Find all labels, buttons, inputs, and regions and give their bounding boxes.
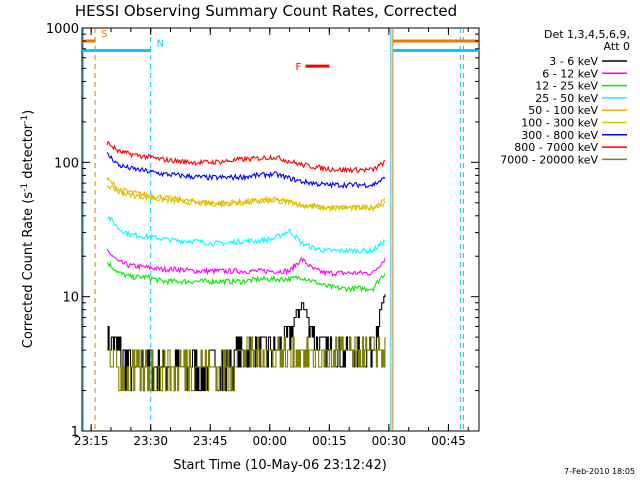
x-tick-label: 00:15 [312,434,347,448]
legend-title: Det 1,3,4,5,6,9, [544,28,630,41]
legend-label: 300 - 800 keV [521,129,598,142]
series-line [106,140,386,174]
y-tick-label: 1000 [46,22,79,37]
series-line [106,248,386,277]
legend-label: 12 - 25 keV [535,80,598,93]
y-axis-label-main: Corrected Count Rate (s [21,192,36,349]
legend-subtitle: Att 0 [604,40,630,53]
series-layer [106,140,386,392]
legend-label: 25 - 50 keV [535,92,598,105]
legend-label: 50 - 100 keV [528,104,598,117]
plot-frame [81,27,480,432]
y-tick-label: 100 [54,156,79,171]
y-axis: 1 10 100 1000 [46,22,479,440]
legend-label: 100 - 300 keV [521,117,598,130]
footer-date: 7-Feb-2010 18:05 [564,467,635,476]
legend-label: 3 - 6 keV [549,55,598,68]
plot-area [81,27,480,432]
series-line [106,152,386,190]
y-axis-label-end: ) [21,110,36,115]
annotations: S N F [82,28,479,431]
x-tick-label: 23:15 [74,434,109,448]
y-tick-label: 10 [62,291,79,306]
x-axis-label: Start Time (10-May-06 23:12:42) [173,458,387,473]
series-line [107,336,386,392]
series-line [106,184,386,212]
y-axis-label-mid: detector [21,123,36,183]
y-axis-label-sup1: -1 [20,183,30,192]
x-tick-label: 23:45 [193,434,228,448]
annotation-label: F [296,62,302,73]
legend-label: 6 - 12 keV [542,67,598,80]
annotation-label: S [101,29,107,40]
x-axis: 23:15 23:30 23:45 00:00 00:15 00:30 00:45 [74,28,469,448]
x-tick-label: 00:45 [431,434,466,448]
y-axis-label-sup2: -1 [20,115,30,124]
series-line [106,216,386,255]
x-tick-label: 00:30 [372,434,407,448]
x-tick-label: 00:00 [252,434,287,448]
annotation-label: N [157,38,164,49]
chart-title: HESSI Observing Summary Count Rates, Cor… [75,2,457,20]
x-tick-label: 23:30 [133,434,168,448]
legend-label: 800 - 7000 keV [514,141,598,154]
y-tick-label: 1 [71,425,79,440]
legend-label: 7000 - 20000 keV [500,153,598,166]
series-line [106,261,386,294]
y-axis-label: Corrected Count Rate (s-1 detector-1) [20,110,36,348]
